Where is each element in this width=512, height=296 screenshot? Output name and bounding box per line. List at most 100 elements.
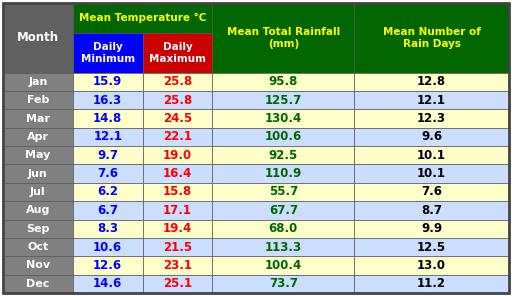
Bar xyxy=(73,183,143,201)
Text: 14.6: 14.6 xyxy=(93,277,122,290)
Bar xyxy=(73,33,143,73)
Text: 9.6: 9.6 xyxy=(421,130,442,143)
Bar xyxy=(3,275,73,293)
Text: 13.0: 13.0 xyxy=(417,259,446,272)
Text: 12.1: 12.1 xyxy=(93,130,122,143)
Bar xyxy=(3,220,73,238)
Text: 21.5: 21.5 xyxy=(163,241,192,254)
Text: 25.8: 25.8 xyxy=(163,75,192,88)
Bar xyxy=(73,220,143,238)
Bar xyxy=(354,201,509,220)
Text: 125.7: 125.7 xyxy=(265,94,302,107)
Text: 110.9: 110.9 xyxy=(265,167,302,180)
Bar xyxy=(354,109,509,128)
Bar xyxy=(354,3,509,73)
Bar xyxy=(212,275,354,293)
Bar xyxy=(143,256,212,275)
Bar xyxy=(73,256,143,275)
Bar xyxy=(212,183,354,201)
Bar xyxy=(212,109,354,128)
Text: 15.9: 15.9 xyxy=(93,75,122,88)
Text: Oct: Oct xyxy=(27,242,49,252)
Text: 19.4: 19.4 xyxy=(163,222,192,235)
Bar xyxy=(3,73,73,91)
Text: 113.3: 113.3 xyxy=(265,241,302,254)
Text: 25.8: 25.8 xyxy=(163,94,192,107)
Bar xyxy=(212,238,354,256)
Text: 6.7: 6.7 xyxy=(97,204,118,217)
Bar xyxy=(143,238,212,256)
Bar xyxy=(73,73,143,91)
Text: Mean Total Rainfall
(mm): Mean Total Rainfall (mm) xyxy=(227,27,340,49)
Bar xyxy=(143,201,212,220)
Bar xyxy=(212,91,354,109)
Text: 9.7: 9.7 xyxy=(97,149,118,162)
Text: Sep: Sep xyxy=(26,224,50,234)
Text: 7.6: 7.6 xyxy=(97,167,118,180)
Bar xyxy=(3,165,73,183)
Bar xyxy=(3,3,73,73)
Text: 12.6: 12.6 xyxy=(93,259,122,272)
Bar xyxy=(212,201,354,220)
Text: 95.8: 95.8 xyxy=(269,75,298,88)
Text: 9.9: 9.9 xyxy=(421,222,442,235)
Text: Apr: Apr xyxy=(27,132,49,142)
Bar xyxy=(354,256,509,275)
Bar xyxy=(143,183,212,201)
Text: 11.2: 11.2 xyxy=(417,277,446,290)
Bar xyxy=(212,3,354,73)
Bar xyxy=(143,91,212,109)
Bar xyxy=(3,91,73,109)
Bar xyxy=(212,256,354,275)
Text: Feb: Feb xyxy=(27,95,49,105)
Bar xyxy=(3,201,73,220)
Bar xyxy=(3,109,73,128)
Text: Mean Number of
Rain Days: Mean Number of Rain Days xyxy=(382,27,481,49)
Bar xyxy=(73,109,143,128)
Bar xyxy=(354,146,509,165)
Bar xyxy=(3,146,73,165)
Text: 14.8: 14.8 xyxy=(93,112,122,125)
Bar xyxy=(73,146,143,165)
Bar xyxy=(212,128,354,146)
Text: Jan: Jan xyxy=(28,77,48,87)
Bar xyxy=(73,91,143,109)
Bar xyxy=(354,275,509,293)
Text: Dec: Dec xyxy=(26,279,50,289)
Text: 25.1: 25.1 xyxy=(163,277,192,290)
Text: Aug: Aug xyxy=(26,205,50,215)
Text: 10.1: 10.1 xyxy=(417,149,446,162)
Text: 12.5: 12.5 xyxy=(417,241,446,254)
Text: 100.6: 100.6 xyxy=(265,130,302,143)
Bar xyxy=(3,238,73,256)
Text: May: May xyxy=(25,150,51,160)
Bar xyxy=(73,3,212,33)
Text: 15.8: 15.8 xyxy=(163,186,192,199)
Text: Jul: Jul xyxy=(30,187,46,197)
Text: 92.5: 92.5 xyxy=(269,149,298,162)
Text: 22.1: 22.1 xyxy=(163,130,192,143)
Bar xyxy=(73,201,143,220)
Bar xyxy=(212,73,354,91)
Bar xyxy=(143,165,212,183)
Text: 19.0: 19.0 xyxy=(163,149,192,162)
Bar xyxy=(3,183,73,201)
Bar xyxy=(73,275,143,293)
Text: 55.7: 55.7 xyxy=(269,186,298,199)
Bar xyxy=(3,256,73,275)
Text: 12.3: 12.3 xyxy=(417,112,446,125)
Bar xyxy=(354,183,509,201)
Text: Mean Temperature °C: Mean Temperature °C xyxy=(79,13,206,23)
Text: 8.3: 8.3 xyxy=(97,222,118,235)
Text: 24.5: 24.5 xyxy=(163,112,192,125)
Bar xyxy=(3,128,73,146)
Text: 6.2: 6.2 xyxy=(97,186,118,199)
Bar xyxy=(354,73,509,91)
Bar xyxy=(143,33,212,73)
Bar xyxy=(354,238,509,256)
Text: 23.1: 23.1 xyxy=(163,259,192,272)
Text: Daily
Minimum: Daily Minimum xyxy=(81,42,135,64)
Text: 8.7: 8.7 xyxy=(421,204,442,217)
Bar xyxy=(143,128,212,146)
Text: 16.3: 16.3 xyxy=(93,94,122,107)
